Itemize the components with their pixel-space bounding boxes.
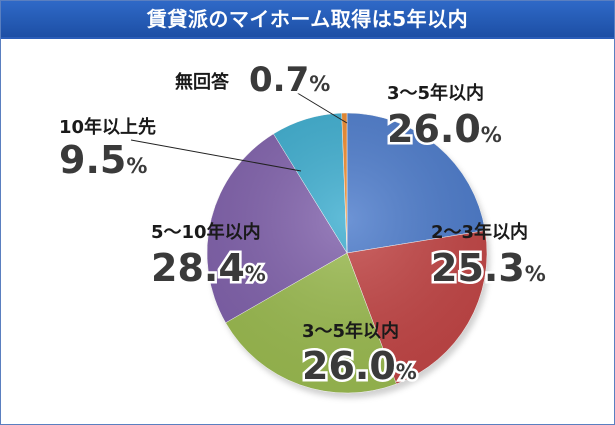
slice-value-4: 9.5% <box>59 138 147 182</box>
slice-unit-2: % <box>396 360 417 384</box>
slice-value-0: 26.0% <box>387 107 502 151</box>
slice-value-5: 0.7% <box>249 60 330 100</box>
slice-unit-1: % <box>525 262 546 286</box>
slice-unit-5: % <box>309 72 330 96</box>
leader-line-4 <box>130 139 302 172</box>
pie-slices <box>206 112 490 398</box>
slice-label-5: 無回答 <box>175 71 230 93</box>
title-bar: 賃貸派のマイホーム取得は5年以内 <box>1 1 614 39</box>
slice-value-1: 25.3% <box>431 246 546 290</box>
slice-label-1: 2～3年以内 <box>431 221 528 243</box>
leader-line-5 <box>293 90 348 124</box>
slice-label-2: 3～5年以内 <box>302 320 399 342</box>
chart-title: 賃貸派のマイホーム取得は5年以内 <box>146 7 469 31</box>
slice-unit-0: % <box>481 123 502 147</box>
pie-gloss <box>207 113 487 393</box>
slice-unit-3: % <box>245 262 266 286</box>
pie-chart: 3～5年以内26.0%2～3年以内25.3%3～5年以内26.0%5～10年以内… <box>57 58 548 398</box>
slice-label-3: 5～10年以内 <box>151 221 261 243</box>
leader-lines <box>130 90 348 172</box>
slice-unit-4: % <box>126 154 147 178</box>
slice-label-0: 3～5年以内 <box>387 82 484 104</box>
slice-label-4: 10年以上先 <box>59 116 156 138</box>
